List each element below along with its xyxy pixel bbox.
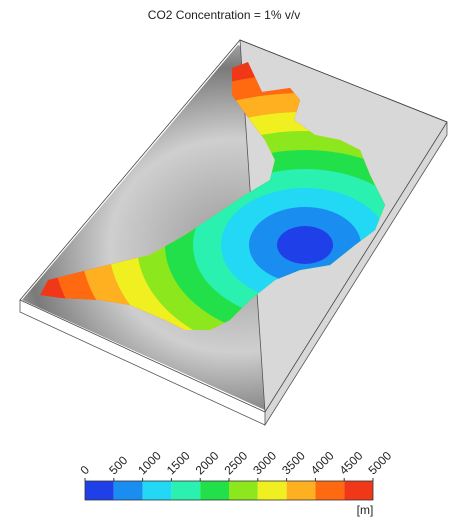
colorbar-bin (258, 481, 287, 500)
colorbar-tick-label: 1000 (135, 448, 164, 477)
colorbar-bin (200, 481, 229, 500)
colorbar-tick-label: 500 (106, 453, 130, 477)
colorbar-tick-label: 0 (77, 463, 92, 478)
colorbar-tick-label: 2000 (193, 448, 222, 477)
colorbar-unit: [m] (357, 503, 374, 517)
chart: CO2 Concentration = 1% v/v 0500100015002… (0, 0, 449, 521)
colorbar-tick-label: 4000 (308, 448, 337, 477)
colorbar-tick-label: 1500 (164, 448, 193, 477)
colorbar-tick-label: 2500 (221, 448, 250, 477)
colorbar-bin (85, 481, 114, 500)
colorbar-tick-label: 4500 (337, 448, 366, 477)
colorbar-bin (171, 481, 200, 500)
colorbar-bin (143, 481, 172, 500)
colorbar-tick-label: 3000 (250, 448, 279, 477)
distance-band (277, 226, 333, 264)
chart-title: CO2 Concentration = 1% v/v (148, 8, 300, 22)
colorbar-bin (315, 481, 344, 500)
colorbar-bin (114, 481, 143, 500)
colorbar-bin (344, 481, 373, 500)
colorbar-bin (287, 481, 316, 500)
colorbar-bin (229, 481, 258, 500)
colorbar-tick-label: 5000 (365, 448, 394, 477)
colorbar-tick-label: 3500 (279, 448, 308, 477)
